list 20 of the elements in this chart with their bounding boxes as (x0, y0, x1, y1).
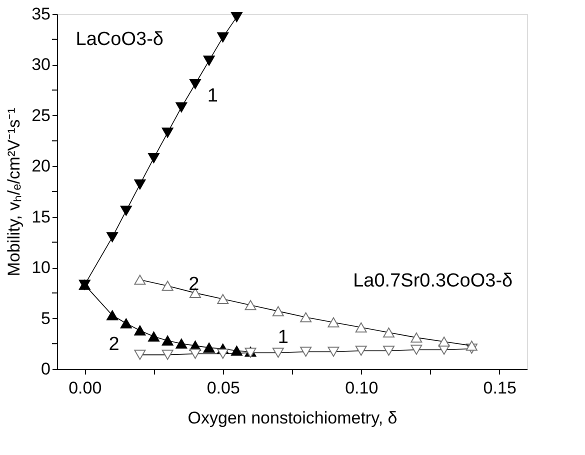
x-tick-label: 0.05 (206, 378, 240, 398)
x-axis-title: Oxygen nonstoichiometry, δ (188, 408, 398, 428)
x-tick-label: 0.00 (68, 378, 102, 398)
annotation: 2 (108, 334, 120, 356)
annotation: 1 (278, 327, 288, 348)
y-tick-label: 10 (32, 258, 50, 278)
annotation: La0.7Sr0.3CoO3-δ (353, 270, 513, 292)
y-axis-title: Mobility, vₕ/ₑ/cm²V⁻¹s⁻¹ (4, 107, 24, 276)
y-tick-label: 25 (32, 106, 50, 125)
annotation: LaCoO3-δ (76, 28, 164, 50)
x-tick-label: 0.10 (345, 378, 378, 398)
y-tick-label: 0 (41, 360, 50, 378)
y-tick-label: 30 (32, 55, 50, 74)
y-tick-label: 35 (32, 4, 50, 24)
y-tick-label: 5 (41, 308, 50, 328)
annotation: 1 (207, 86, 218, 107)
annotation: 2 (188, 274, 200, 295)
y-tick-label: 20 (32, 156, 50, 176)
y-tick-label: 15 (32, 207, 50, 226)
x-tick-label: 0.15 (483, 378, 516, 398)
